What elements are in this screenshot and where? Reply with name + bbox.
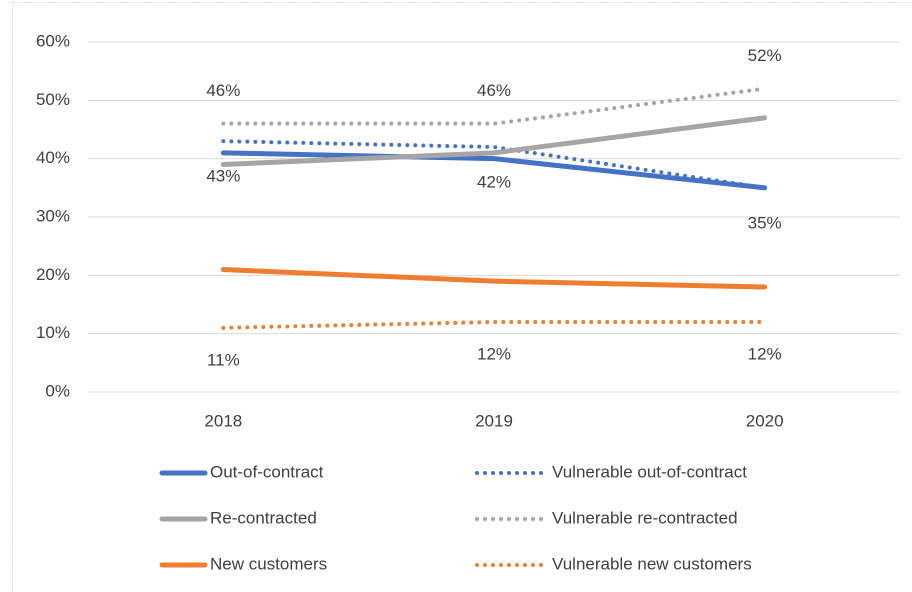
series-line bbox=[220, 150, 768, 191]
y-tick-label: 20% bbox=[36, 265, 70, 284]
chart-border bbox=[12, 2, 912, 592]
legend-label: Out-of-contract bbox=[210, 462, 324, 481]
x-tick-label: 2018 bbox=[204, 411, 242, 430]
series-line bbox=[221, 86, 767, 126]
series-line bbox=[221, 320, 767, 330]
data-label: 52% bbox=[748, 46, 782, 65]
legend-label: Vulnerable out-of-contract bbox=[552, 462, 747, 481]
legend-label: New customers bbox=[210, 554, 327, 573]
y-tick-label: 50% bbox=[36, 90, 70, 109]
legend-label: Vulnerable new customers bbox=[552, 554, 752, 573]
data-label: 12% bbox=[748, 344, 782, 363]
y-tick-label: 0% bbox=[45, 381, 70, 400]
data-label: 42% bbox=[477, 172, 511, 191]
data-label: 35% bbox=[748, 213, 782, 232]
series-line bbox=[221, 139, 767, 190]
y-tick-label: 60% bbox=[36, 31, 70, 50]
data-label: 43% bbox=[206, 167, 240, 186]
legend-label: Re-contracted bbox=[210, 508, 317, 527]
data-label: 46% bbox=[477, 81, 511, 100]
data-label: 11% bbox=[207, 350, 240, 369]
legend-label: Vulnerable re-contracted bbox=[552, 508, 738, 527]
data-label: 46% bbox=[206, 81, 240, 100]
y-tick-label: 30% bbox=[36, 206, 70, 225]
y-tick-label: 40% bbox=[36, 148, 70, 167]
x-tick-label: 2019 bbox=[475, 411, 513, 430]
series-line bbox=[220, 267, 768, 290]
x-tick-label: 2020 bbox=[746, 411, 784, 430]
data-label: 12% bbox=[477, 344, 511, 363]
series-line bbox=[220, 115, 768, 167]
y-tick-label: 10% bbox=[36, 323, 70, 342]
